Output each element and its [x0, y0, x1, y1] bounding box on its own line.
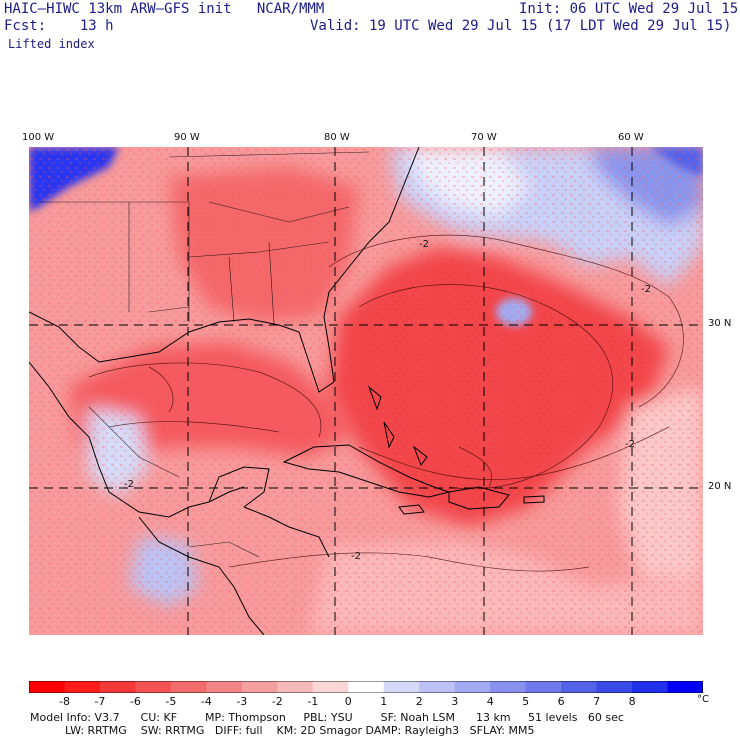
bahamas-1: [367, 385, 382, 411]
colorbar-tick-label: 2: [415, 695, 423, 708]
field-name: Lifted index: [8, 37, 95, 51]
lon-label-100w: 100 W: [22, 132, 55, 143]
colorbar-swatch: [170, 681, 207, 693]
colorbar-swatch: [277, 681, 314, 693]
jamaica: [398, 504, 425, 515]
us-gulf-coast: [29, 147, 420, 393]
lon-label-90w: 90 W: [174, 132, 200, 143]
coastlines: [29, 147, 545, 635]
contour-lines: [88, 234, 684, 572]
colorbar-swatch: [99, 681, 136, 693]
contour-label: -2: [419, 239, 429, 250]
yucatan: [208, 466, 270, 508]
hispaniola: [448, 486, 510, 510]
colorbar-swatch: [454, 681, 491, 693]
model-info-line-2: LW: RRTMG SW: RRTMG DIFF: full KM: 2D Sm…: [30, 724, 535, 737]
bahamas-2: [383, 421, 395, 449]
colorbar-swatch: [667, 681, 703, 693]
state-borders: [39, 151, 370, 558]
puerto-rico: [523, 495, 545, 504]
lon-label-70w: 70 W: [471, 132, 497, 143]
colorbar-tick-label: -1: [307, 695, 319, 708]
colorbar-tick-label: 5: [522, 695, 530, 708]
colorbar-unit: °C: [697, 694, 709, 705]
colorbar-tick-label: 8: [628, 695, 636, 708]
colorbar-swatch: [64, 681, 101, 693]
colorbar-tick-label: 4: [486, 695, 494, 708]
contour-label: -2: [124, 479, 134, 490]
colorbar-swatch: [29, 681, 65, 693]
central-america-north: [243, 506, 330, 558]
contour-label: -2: [641, 284, 651, 295]
lat-label-20n: 20 N: [708, 481, 732, 492]
lat-label-30n: 30 N: [708, 318, 732, 329]
lifted-index-map: -2 -2 -2 -2 -2: [29, 147, 703, 635]
colorbar-tick-label: -7: [94, 695, 106, 708]
colorbar-tick-label: -3: [236, 695, 248, 708]
lon-label-80w: 80 W: [324, 132, 350, 143]
colorbar-tick-label: 0: [344, 695, 352, 708]
colorbar-swatch: [135, 681, 172, 693]
contour-label: -2: [351, 551, 361, 562]
model-title: HAIC–HIWC 13km ARW–GFS init NCAR/MMM: [4, 1, 325, 17]
colorbar-tick-label: 1: [380, 695, 388, 708]
mexico-coast: [29, 361, 245, 518]
colorbar-swatch: [419, 681, 456, 693]
colorbar-swatch: [206, 681, 243, 693]
contour-label: -2: [625, 439, 635, 450]
forecast-hour: Fcst: 13 h: [4, 18, 114, 34]
colorbar-swatch: [596, 681, 633, 693]
contour-labels: -2 -2 -2 -2 -2: [124, 239, 651, 562]
grid-lines: [29, 147, 703, 635]
bahamas-3: [412, 445, 428, 467]
model-info-line-1: Model Info: V3.7 CU: KF MP: Thompson PBL…: [30, 711, 624, 724]
colorbar-tick-label: -5: [165, 695, 177, 708]
colorbar-swatch: [490, 681, 527, 693]
colorbar-swatch: [348, 681, 385, 693]
init-time: Init: 06 UTC Wed 29 Jul 15: [519, 1, 739, 17]
colorbar-swatch: [383, 681, 420, 693]
colorbar-tick-label: -2: [271, 695, 283, 708]
central-america: [138, 516, 265, 635]
colorbar: [29, 681, 703, 693]
lon-label-60w: 60 W: [618, 132, 644, 143]
colorbar-tick-label: 3: [451, 695, 459, 708]
colorbar-swatch: [525, 681, 562, 693]
colorbar-tick-label: -4: [200, 695, 212, 708]
texture-overlay: [29, 147, 703, 635]
colorbar-swatch: [241, 681, 278, 693]
colorbar-tick-label: -6: [129, 695, 141, 708]
colorbar-swatch: [561, 681, 598, 693]
colorbar-tick-label: 6: [557, 695, 565, 708]
valid-time: Valid: 19 UTC Wed 29 Jul 15 (17 LDT Wed …: [310, 18, 732, 34]
colorbar-swatch: [632, 681, 669, 693]
colorbar-swatch: [312, 681, 349, 693]
colorbar-tick-label: -8: [59, 695, 70, 708]
colorbar-tick-label: 7: [593, 695, 601, 708]
